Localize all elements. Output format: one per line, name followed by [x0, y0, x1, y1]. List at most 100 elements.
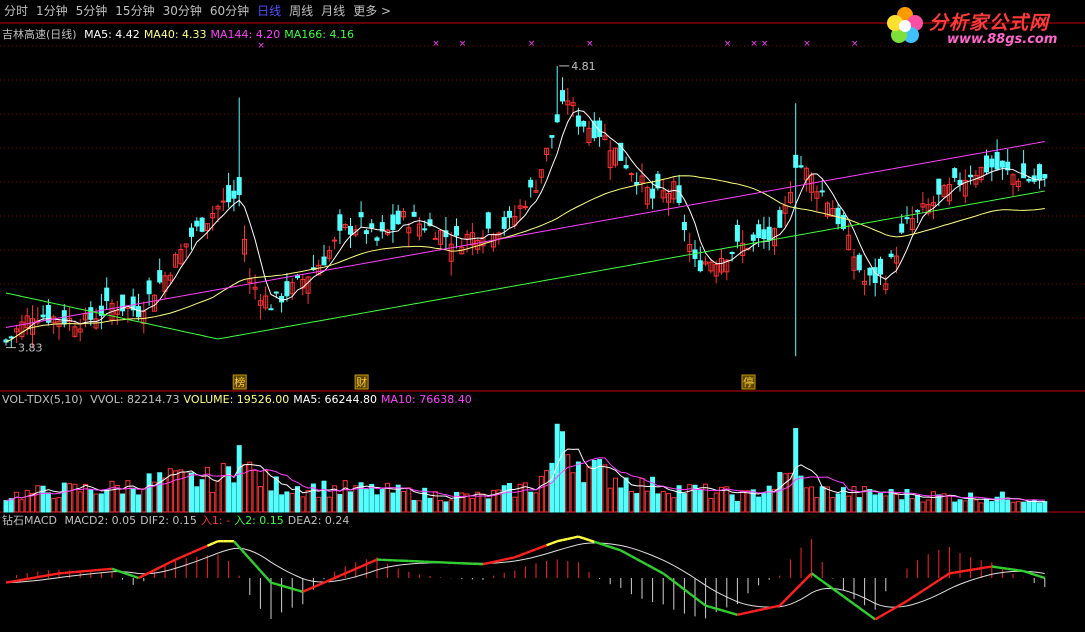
dif-segment	[991, 565, 998, 569]
volume-bar	[98, 493, 104, 513]
volume-bar	[984, 498, 989, 513]
volume-bar	[464, 493, 470, 513]
candle-body	[438, 230, 444, 245]
macd-panel[interactable]	[5, 535, 1046, 621]
volume-bar	[565, 454, 571, 513]
candle-body	[273, 291, 279, 294]
dif-segment	[986, 565, 992, 569]
ma166-line	[5, 190, 1045, 340]
period-tab-5[interactable]: 60分钟	[209, 4, 250, 18]
candle-body	[522, 206, 528, 209]
dif-segment	[895, 603, 903, 609]
dif-segment	[810, 572, 818, 579]
event-marker: 财	[356, 375, 367, 389]
candle-body	[830, 208, 836, 217]
dif-segment	[911, 593, 919, 599]
period-tab-6[interactable]: 日线	[257, 4, 282, 18]
event-marker: 停	[743, 375, 754, 389]
candle-body	[173, 254, 179, 268]
volume-bar	[687, 484, 693, 513]
candle-body	[639, 175, 645, 184]
volume-bar	[501, 485, 507, 513]
dif-segment	[180, 553, 187, 559]
volume-bar	[104, 489, 110, 513]
period-tab-4[interactable]: 30分钟	[162, 4, 202, 18]
signal-marker: ×	[459, 39, 467, 49]
volume-bar	[125, 480, 131, 513]
signal-marker: ×	[750, 39, 758, 49]
volume-bar	[1010, 501, 1016, 513]
volume-bar	[835, 493, 841, 513]
price_panel-indicator-1: MA40: 4.33	[143, 28, 207, 41]
macd_panel-indicator-0: MACD2: 0.05	[64, 514, 137, 527]
dif-segment	[721, 609, 728, 613]
period-tab-2[interactable]: 5分钟	[75, 4, 108, 18]
dif-segment	[593, 540, 600, 545]
dif-segment	[662, 572, 670, 579]
volume-bar	[851, 485, 857, 513]
candle-body	[565, 100, 571, 106]
ma144-line	[5, 141, 1045, 328]
volume-bar	[268, 490, 274, 513]
dif-segment	[583, 537, 590, 542]
dif-segment	[16, 578, 23, 582]
volume-bar	[385, 482, 391, 513]
volume-bar	[316, 496, 322, 513]
candle-body	[936, 178, 942, 195]
candle-body	[337, 214, 343, 231]
candle-body	[369, 223, 375, 229]
candle-body	[120, 294, 126, 312]
dif-segment	[879, 612, 887, 618]
candle-body	[644, 186, 650, 205]
dif-segment	[794, 583, 802, 591]
candle-body	[777, 210, 783, 228]
candle-body	[51, 316, 57, 324]
period-tab-9[interactable]: 更多 >	[353, 4, 392, 18]
volume-bar	[628, 490, 634, 513]
candle-body	[909, 218, 915, 230]
dif-segment	[482, 561, 489, 566]
volume-bar	[507, 482, 512, 513]
dif-segment	[546, 542, 553, 547]
volume-bar	[660, 490, 666, 513]
candle-body	[1021, 163, 1027, 179]
candle-body	[793, 154, 799, 168]
volume-bar	[798, 475, 804, 513]
period-tab-3[interactable]: 15分钟	[115, 4, 155, 18]
dif-segment	[143, 571, 150, 577]
volume-panel[interactable]	[3, 423, 1048, 513]
volume-bar	[538, 475, 544, 513]
high-price-label: 4.81	[571, 60, 596, 73]
volume-bar	[146, 473, 152, 513]
candle-body	[189, 227, 194, 237]
dif-segment	[540, 544, 548, 549]
dif-segment	[954, 570, 961, 574]
candle-body	[575, 115, 581, 127]
period-tab-1[interactable]: 1分钟	[36, 4, 68, 18]
period-tab-8[interactable]: 月线	[321, 4, 346, 18]
volume-bar	[952, 501, 958, 513]
dif-segment	[169, 558, 177, 564]
candle-body	[358, 212, 364, 218]
macd_panel-indicator-3: 入2: 0.15	[234, 514, 284, 527]
period-tab-7[interactable]: 周线	[289, 4, 314, 18]
price-panel[interactable]: 4.813.83× × × × × × × × × ×榜财停	[3, 39, 1048, 390]
volume-bar	[369, 483, 375, 513]
dif-segment	[821, 580, 829, 586]
candle-body	[183, 243, 189, 248]
volume-bar	[109, 480, 115, 513]
candle-body	[862, 280, 868, 285]
dif-segment	[959, 569, 966, 573]
dif-segment	[503, 557, 510, 561]
dif-segment	[731, 612, 738, 616]
candle-body	[920, 203, 926, 208]
candle-body	[628, 173, 634, 176]
dif-segment	[509, 556, 516, 560]
volume-bar	[348, 491, 353, 513]
volume-bar	[252, 469, 258, 513]
volume-bar	[830, 497, 836, 513]
dif-segment	[774, 604, 781, 608]
dif-segment	[625, 552, 632, 558]
dif-segment	[1012, 568, 1019, 572]
period-tab-0[interactable]: 分时	[4, 4, 29, 18]
